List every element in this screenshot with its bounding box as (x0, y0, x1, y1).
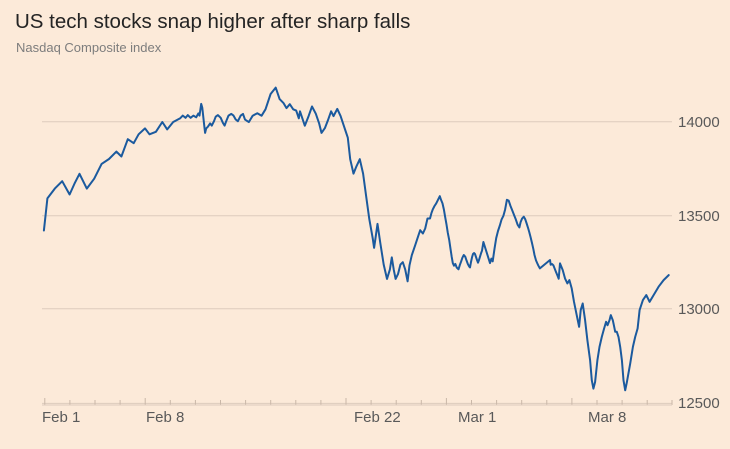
svg-text:12500: 12500 (678, 395, 720, 412)
svg-text:Mar 1: Mar 1 (458, 409, 496, 426)
svg-text:Feb 1: Feb 1 (42, 409, 80, 426)
svg-text:13000: 13000 (678, 301, 720, 318)
svg-text:Feb 8: Feb 8 (146, 409, 184, 426)
svg-text:Feb 22: Feb 22 (354, 409, 401, 426)
svg-text:Mar 8: Mar 8 (588, 409, 626, 426)
svg-text:13500: 13500 (678, 208, 720, 225)
svg-text:14000: 14000 (678, 114, 720, 131)
